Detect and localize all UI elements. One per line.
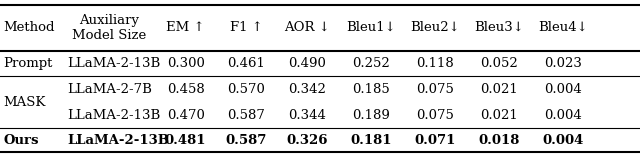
Text: 0.021: 0.021 — [481, 109, 518, 122]
Text: 0.004: 0.004 — [543, 134, 584, 147]
Text: 0.342: 0.342 — [288, 83, 326, 96]
Text: AOR ↓: AOR ↓ — [284, 21, 330, 34]
Text: 0.326: 0.326 — [287, 134, 328, 147]
Text: 0.023: 0.023 — [544, 57, 582, 70]
Text: 0.118: 0.118 — [417, 57, 454, 70]
Text: 0.344: 0.344 — [288, 109, 326, 122]
Text: 0.071: 0.071 — [415, 134, 456, 147]
Text: 0.181: 0.181 — [351, 134, 392, 147]
Text: 0.052: 0.052 — [481, 57, 518, 70]
Text: LLaMA-2-7B: LLaMA-2-7B — [67, 83, 152, 96]
Text: 0.021: 0.021 — [481, 83, 518, 96]
Text: Bleu3↓: Bleu3↓ — [474, 21, 524, 34]
Text: 0.189: 0.189 — [352, 109, 390, 122]
Text: 0.458: 0.458 — [167, 83, 204, 96]
Text: LLaMA-2-13B: LLaMA-2-13B — [67, 57, 161, 70]
Text: 0.004: 0.004 — [545, 83, 582, 96]
Text: Auxiliary
Model Size: Auxiliary Model Size — [72, 14, 146, 42]
Text: EM ↑: EM ↑ — [166, 21, 205, 34]
Text: Bleu4↓: Bleu4↓ — [538, 21, 588, 34]
Text: 0.252: 0.252 — [353, 57, 390, 70]
Text: 0.470: 0.470 — [166, 109, 205, 122]
Text: 0.587: 0.587 — [226, 134, 267, 147]
Text: 0.587: 0.587 — [227, 109, 266, 122]
Text: Method: Method — [3, 21, 54, 34]
Text: F1 ↑: F1 ↑ — [230, 21, 263, 34]
Text: Bleu2↓: Bleu2↓ — [410, 21, 460, 34]
Text: 0.075: 0.075 — [416, 83, 454, 96]
Text: 0.461: 0.461 — [227, 57, 266, 70]
Text: 0.185: 0.185 — [353, 83, 390, 96]
Text: 0.018: 0.018 — [479, 134, 520, 147]
Text: Prompt: Prompt — [3, 57, 52, 70]
Text: LLaMA-2-13B: LLaMA-2-13B — [67, 109, 161, 122]
Text: 0.481: 0.481 — [165, 134, 206, 147]
Text: 0.570: 0.570 — [227, 83, 266, 96]
Text: Ours: Ours — [3, 134, 38, 147]
Text: MASK: MASK — [3, 96, 45, 109]
Text: 0.490: 0.490 — [288, 57, 326, 70]
Text: Bleu1↓: Bleu1↓ — [346, 21, 396, 34]
Text: LLaMA-2-13B: LLaMA-2-13B — [67, 134, 169, 147]
Text: 0.004: 0.004 — [545, 109, 582, 122]
Text: 0.075: 0.075 — [416, 109, 454, 122]
Text: 0.300: 0.300 — [166, 57, 205, 70]
